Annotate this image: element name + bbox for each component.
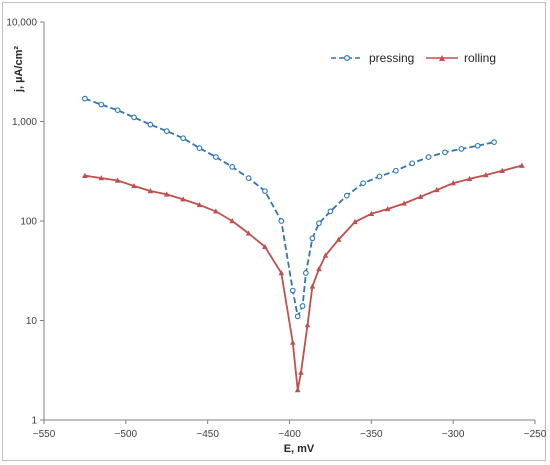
data-point-rolling	[316, 265, 322, 272]
data-point-pressing	[82, 95, 88, 102]
data-point-pressing	[458, 146, 465, 152]
y-tick-label: 1	[31, 416, 37, 427]
x-tick-label: −500	[115, 429, 138, 440]
x-tick-label: −250	[524, 429, 547, 440]
data-point-pressing	[114, 107, 121, 114]
data-point-pressing	[147, 121, 154, 128]
data-point-rolling	[196, 201, 203, 208]
data-point-pressing	[360, 180, 367, 187]
data-point-rolling	[262, 243, 268, 250]
x-tick-label: −400	[278, 429, 301, 440]
data-point-rolling	[278, 270, 285, 276]
data-point-rolling	[499, 167, 506, 173]
data-point-pressing	[393, 167, 399, 174]
data-point-pressing	[196, 145, 203, 151]
series-line-pressing	[84, 97, 495, 318]
x-tick-label: −450	[196, 429, 219, 440]
data-point-rolling	[384, 206, 391, 212]
data-point-pressing	[376, 173, 383, 180]
data-point-rolling	[335, 236, 342, 242]
data-point-rolling	[417, 193, 424, 200]
data-point-pressing	[299, 303, 306, 309]
y-tick-label: 10	[26, 316, 38, 327]
legend: pressing rolling	[331, 51, 496, 65]
data-point-pressing	[309, 235, 316, 242]
y-tick-label: 1,000	[12, 117, 37, 128]
data-point-pressing	[316, 220, 322, 227]
x-axis-title: E, mV	[284, 443, 315, 455]
data-point-pressing	[442, 149, 448, 156]
data-point-rolling	[289, 339, 296, 345]
data-point-rolling	[114, 177, 121, 183]
data-point-pressing	[343, 192, 350, 199]
data-point-rolling	[229, 218, 236, 224]
data-point-rolling	[180, 196, 186, 202]
data-point-rolling	[147, 188, 154, 194]
data-point-rolling	[131, 182, 137, 189]
data-point-pressing	[245, 175, 252, 181]
data-point-pressing	[163, 128, 170, 134]
data-point-rolling	[450, 180, 456, 186]
data-point-rolling	[352, 218, 358, 225]
data-point-rolling	[163, 191, 170, 197]
data-point-rolling	[401, 200, 407, 206]
data-point-pressing	[491, 139, 497, 146]
data-point-rolling	[245, 230, 252, 236]
data-point-rolling	[466, 175, 473, 182]
data-point-pressing	[180, 135, 186, 142]
legend-label-pressing: pressing	[369, 51, 414, 65]
data-point-pressing	[474, 142, 481, 149]
data-point-pressing	[409, 160, 416, 167]
data-point-pressing	[289, 287, 296, 294]
data-point-rolling	[434, 186, 440, 193]
data-point-pressing	[213, 154, 219, 160]
data-point-rolling	[322, 252, 329, 258]
legend-label-rolling: rolling	[464, 51, 496, 65]
data-point-pressing	[303, 270, 309, 276]
chart-frame	[2, 2, 546, 461]
data-point-rolling	[213, 208, 219, 214]
data-point-pressing	[294, 313, 301, 320]
data-point-pressing	[425, 154, 432, 160]
data-point-pressing	[262, 188, 268, 194]
x-tick-label: −550	[33, 429, 56, 440]
data-point-pressing	[327, 208, 334, 215]
data-point-rolling	[483, 171, 489, 178]
legend-marker-rolling	[439, 55, 445, 61]
data-point-pressing	[278, 218, 285, 224]
y-tick-label: 100	[20, 217, 37, 228]
data-point-pressing	[131, 114, 137, 121]
y-axis-title: j, µA/cm²	[13, 46, 25, 93]
x-tick-label: −350	[360, 429, 383, 440]
data-point-rolling	[309, 283, 316, 289]
data-point-rolling	[304, 322, 311, 328]
data-point-rolling	[294, 387, 301, 393]
legend-marker-pressing	[344, 54, 351, 61]
data-point-pressing	[229, 164, 236, 170]
data-point-rolling	[98, 175, 105, 181]
y-tick-label: 10,000	[6, 18, 37, 29]
data-point-rolling	[298, 369, 304, 375]
data-point-pressing	[98, 101, 105, 108]
series-line-rolling	[84, 164, 523, 391]
x-tick-label: −300	[442, 429, 465, 440]
data-point-rolling	[82, 172, 88, 178]
data-point-rolling	[519, 162, 525, 168]
data-point-rolling	[368, 210, 375, 217]
